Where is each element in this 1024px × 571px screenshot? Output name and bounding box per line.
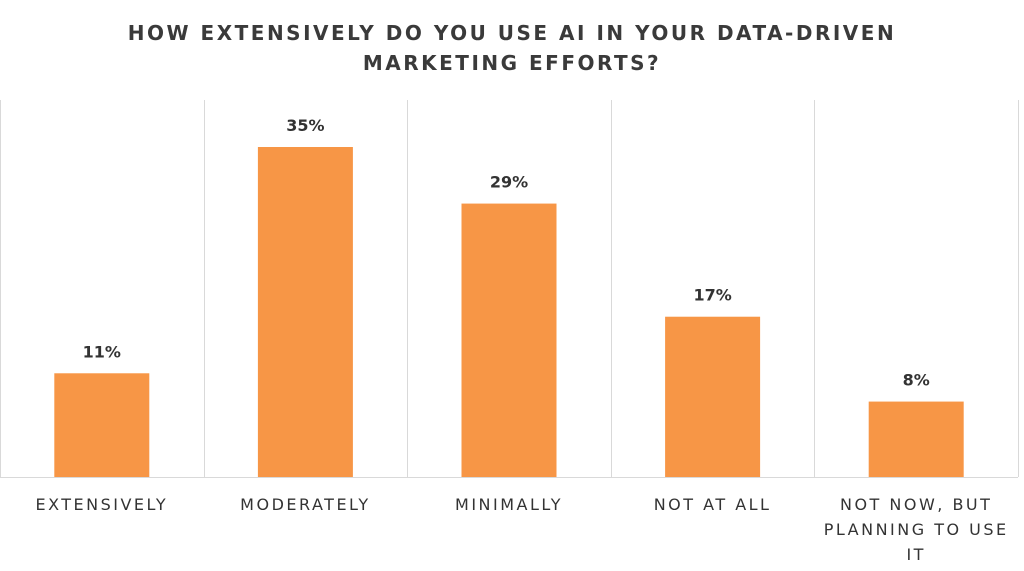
category-label-5-line-3: IT — [906, 545, 926, 564]
category-separators — [0, 100, 1019, 477]
value-label-4: 17% — [693, 286, 731, 305]
value-label-5: 8% — [903, 371, 930, 390]
bar-5 — [868, 401, 964, 477]
category-label-1-line-1: EXTENSIVELY — [35, 495, 168, 514]
chart-title: HOW EXTENSIVELY DO YOU USE AI IN YOUR DA… — [128, 21, 896, 75]
category-label-5-line-1: NOT NOW, BUT — [840, 495, 992, 514]
value-label-1: 11% — [83, 342, 121, 361]
category-label-5-line-2: PLANNING TO USE — [824, 520, 1009, 539]
chart-title-line-2: MARKETING EFFORTS? — [363, 51, 661, 75]
bar-1 — [54, 373, 150, 477]
value-label-3: 29% — [490, 173, 528, 192]
category-label-2-line-1: MODERATELY — [240, 495, 370, 514]
category-label-3-line-1: MINIMALLY — [455, 495, 563, 514]
category-labels: EXTENSIVELY MODERATELY MINIMALLY NOT AT ALL… — [35, 495, 1009, 564]
chart-title-line-1: HOW EXTENSIVELY DO YOU USE AI IN YOUR DA… — [128, 21, 896, 45]
bar-3 — [461, 203, 557, 478]
value-labels: 11% 35% 29% 17% 8% — [83, 116, 930, 390]
bar-2 — [257, 147, 353, 477]
bars — [54, 147, 964, 478]
category-label-4-line-1: NOT AT ALL — [654, 495, 772, 514]
bar-4 — [665, 316, 761, 477]
value-label-2: 35% — [286, 116, 324, 135]
